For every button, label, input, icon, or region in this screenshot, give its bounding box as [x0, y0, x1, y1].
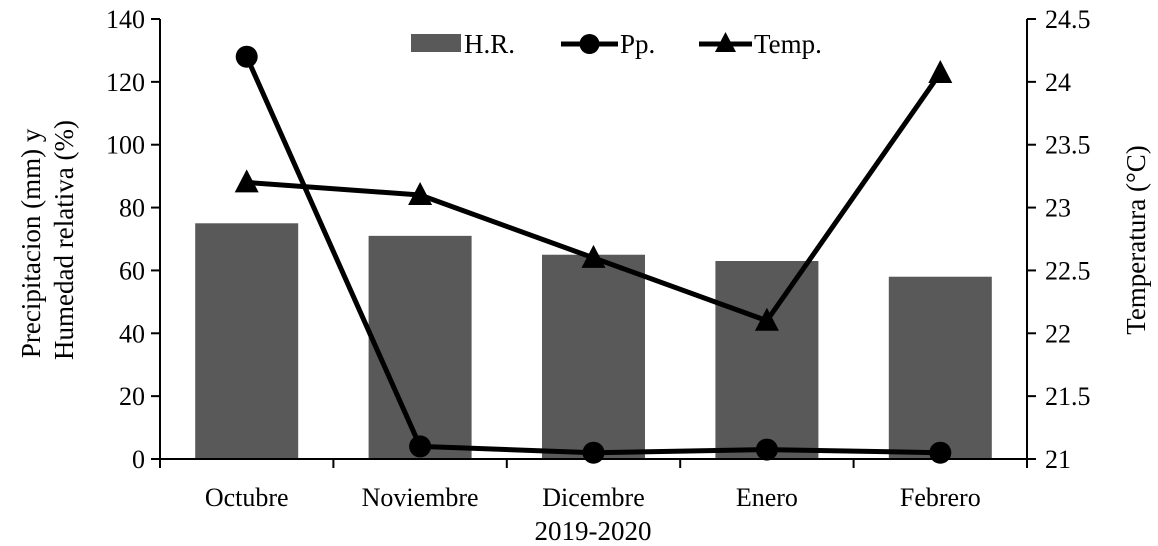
x-category-label-4: Febrero — [900, 483, 981, 512]
right-y-axis-title: Temperatura (°C) — [1121, 145, 1151, 335]
bar-hr-3 — [715, 261, 819, 459]
ticks-layer: 0 20 40 60 80 100 120 140 21 21.5 22 22.5 23 23.5 24 24… — [106, 5, 1091, 512]
x-category-label-1: Noviembre — [362, 483, 479, 512]
left-y-tick-label-3: 60 — [119, 256, 145, 285]
left-y-tick-label-4: 80 — [119, 194, 145, 223]
right-y-tick-label-6: 24 — [1045, 68, 1071, 97]
bar-hr-2 — [542, 254, 645, 459]
legend-label-temp: Temp. — [754, 29, 822, 59]
marker-pp-3 — [755, 438, 778, 461]
x-category-label-2: Dicembre — [542, 483, 645, 512]
legend-marker-temp — [715, 32, 736, 52]
marker-pp-4 — [929, 441, 952, 464]
marker-temp-0 — [234, 169, 259, 193]
right-y-tick-label-7: 24.5 — [1045, 5, 1091, 34]
left-y-tick-label-0: 0 — [132, 445, 145, 474]
right-y-tick-label-1: 21.5 — [1045, 382, 1091, 411]
legend-swatch-hr — [411, 34, 461, 52]
x-axis-title: 2019-2020 — [535, 516, 652, 546]
marker-temp-1 — [408, 182, 433, 205]
legend: H.R. Pp. Temp. — [411, 29, 822, 59]
right-y-tick-label-2: 22 — [1045, 319, 1071, 348]
legend-label-hr: H.R. — [464, 29, 515, 59]
left-y-tick-label-2: 40 — [119, 319, 145, 348]
marker-temp-4 — [928, 60, 953, 84]
right-y-tick-label-0: 21 — [1045, 445, 1071, 474]
x-category-label-0: Octubre — [205, 483, 289, 512]
marker-pp-2 — [582, 441, 605, 464]
marker-temp-3 — [754, 307, 779, 331]
left-y-axis-title-line-1: Precipitacion (mm) y — [16, 128, 46, 358]
bar-hr-0 — [195, 223, 299, 459]
markers-layer — [234, 45, 953, 464]
bar-hr-1 — [368, 235, 472, 459]
left-y-tick-label-1: 20 — [119, 382, 145, 411]
right-y-tick-label-4: 23 — [1045, 194, 1071, 223]
legend-label-pp: Pp. — [620, 29, 655, 59]
left-y-tick-label-7: 140 — [106, 5, 145, 34]
bar-hr-4 — [888, 276, 992, 459]
left-y-axis-title-line-2: Humedad relativa (%) — [49, 120, 79, 360]
right-y-tick-label-5: 23.5 — [1045, 131, 1091, 160]
x-category-label-3: Enero — [736, 483, 798, 512]
left-y-tick-label-5: 100 — [106, 131, 145, 160]
left-y-axis-title: Precipitacion (mm) y Humedad relativa (%… — [16, 120, 79, 360]
marker-pp-1 — [409, 435, 432, 458]
left-y-tick-label-6: 120 — [106, 68, 145, 97]
bars-layer — [195, 223, 992, 459]
marker-temp-2 — [581, 244, 606, 268]
marker-pp-0 — [235, 45, 258, 68]
legend-marker-pp — [579, 34, 600, 54]
right-y-tick-label-3: 22.5 — [1045, 256, 1091, 285]
